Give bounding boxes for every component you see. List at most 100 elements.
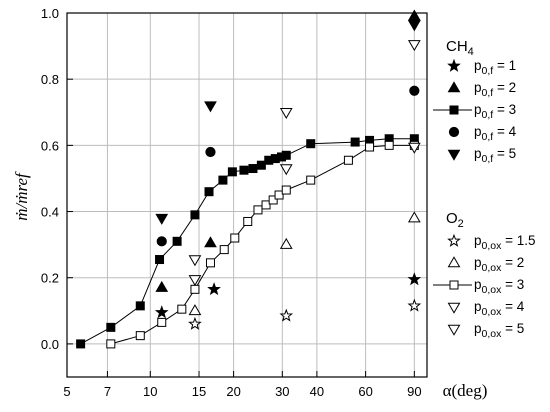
data-point xyxy=(281,185,291,195)
y-tick-label: 0.2 xyxy=(41,271,59,286)
data-point xyxy=(135,301,145,311)
data-point xyxy=(281,150,291,160)
data-point xyxy=(407,272,422,286)
y-tick-label: 1.0 xyxy=(41,6,59,21)
series-1 xyxy=(155,9,421,292)
legend-marker xyxy=(448,126,460,138)
legend-group-title: CH4 xyxy=(446,38,474,58)
legend-label: p0,ox = 4 xyxy=(474,299,525,318)
data-point xyxy=(188,304,202,316)
data-point xyxy=(207,282,221,296)
legend-entry: p0,ox = 2 xyxy=(447,255,524,274)
x-tick-label: 5 xyxy=(63,384,70,399)
data-point xyxy=(407,40,421,52)
legend-label: p0,ox = 5 xyxy=(474,321,524,340)
x-tick-label: 15 xyxy=(192,384,206,399)
legend-entry: p0,ox = 3 xyxy=(433,277,524,296)
data-point xyxy=(155,255,165,265)
legend-title: O2 xyxy=(446,210,464,230)
legend-entry: p0,ox = 4 xyxy=(447,299,525,318)
legend-title: CH4 xyxy=(446,38,474,58)
x-tick-label: 40 xyxy=(310,384,324,399)
data-point xyxy=(350,137,360,147)
data-point xyxy=(407,298,422,312)
data-point xyxy=(253,205,263,215)
legend-marker xyxy=(449,105,459,115)
data-point xyxy=(157,317,167,327)
data-point xyxy=(219,245,229,255)
data-point xyxy=(279,237,293,249)
x-tick-label: 7 xyxy=(104,384,111,399)
data-point xyxy=(156,236,167,247)
legend-entry: p0,f = 2 xyxy=(447,80,516,99)
x-axis-label: α(deg) xyxy=(443,381,488,400)
legend-entry: p0,f = 3 xyxy=(433,102,516,121)
data-point xyxy=(155,280,169,292)
ticks: 5 7 10 15 20 30 40 60 90 0.0 0.2 0.4 0.6 0.8 1.0 xyxy=(41,6,422,399)
legend-entry: p0,ox = 1.5 xyxy=(447,233,536,252)
data-point xyxy=(190,210,200,220)
legend-label: p0,ox = 2 xyxy=(474,255,524,274)
data-point xyxy=(218,175,228,185)
data-point xyxy=(256,160,266,170)
legend-marker xyxy=(447,81,461,93)
legend-entry: p0,f = 1 xyxy=(447,58,516,77)
series-3 xyxy=(156,85,420,247)
series-5 xyxy=(188,298,422,330)
y-axis-label: ṁ/ṁref xyxy=(12,171,31,221)
legend-marker xyxy=(447,302,461,314)
data-point xyxy=(106,339,116,349)
series-7 xyxy=(106,140,419,349)
data-point xyxy=(155,213,169,225)
legend-label: p0,f = 1 xyxy=(474,58,516,77)
series-4 xyxy=(155,20,421,225)
x-tick-label: 90 xyxy=(407,384,421,399)
data-point xyxy=(343,155,353,165)
data-point xyxy=(106,322,116,332)
series-layer xyxy=(76,9,422,349)
series-6 xyxy=(188,211,421,316)
data-point xyxy=(261,200,271,210)
data-point xyxy=(177,304,187,314)
legend-label: p0,f = 4 xyxy=(474,124,517,143)
data-point xyxy=(205,146,216,158)
data-point xyxy=(76,339,86,349)
data-point xyxy=(409,85,420,96)
legend-marker xyxy=(447,58,461,72)
data-point xyxy=(365,142,375,152)
series-0 xyxy=(154,272,422,319)
legend-marker xyxy=(449,280,459,290)
data-point xyxy=(188,275,202,287)
data-point xyxy=(306,139,316,149)
legend-marker xyxy=(447,149,461,161)
legend-group-title: O2 xyxy=(446,210,464,230)
data-point xyxy=(407,9,421,21)
y-tick-label: 0.0 xyxy=(41,337,59,352)
data-point xyxy=(239,165,249,175)
data-point xyxy=(204,101,217,113)
legend-label: p0,ox = 3 xyxy=(474,277,524,296)
data-point xyxy=(279,164,293,176)
x-tick-label: 20 xyxy=(226,384,240,399)
data-point xyxy=(407,211,421,223)
data-point xyxy=(154,305,169,319)
data-point xyxy=(172,236,182,246)
data-point xyxy=(279,308,294,322)
data-point xyxy=(190,284,200,294)
x-tick-label: 30 xyxy=(275,384,289,399)
legend-entry: p0,f = 5 xyxy=(447,146,516,165)
data-point xyxy=(268,195,278,205)
legend-label: p0,f = 5 xyxy=(474,146,516,165)
y-tick-label: 0.4 xyxy=(41,205,59,220)
x-tick-label: 10 xyxy=(143,384,157,399)
legend-marker xyxy=(447,256,461,268)
data-point xyxy=(188,255,202,267)
data-point xyxy=(205,258,215,268)
axis-labels: α(deg) ṁ/ṁref xyxy=(12,171,487,400)
data-point xyxy=(306,175,316,185)
plot-frame xyxy=(66,12,428,378)
series-8 xyxy=(188,142,421,287)
legend-entry: p0,f = 4 xyxy=(448,124,517,143)
data-point xyxy=(188,316,202,330)
